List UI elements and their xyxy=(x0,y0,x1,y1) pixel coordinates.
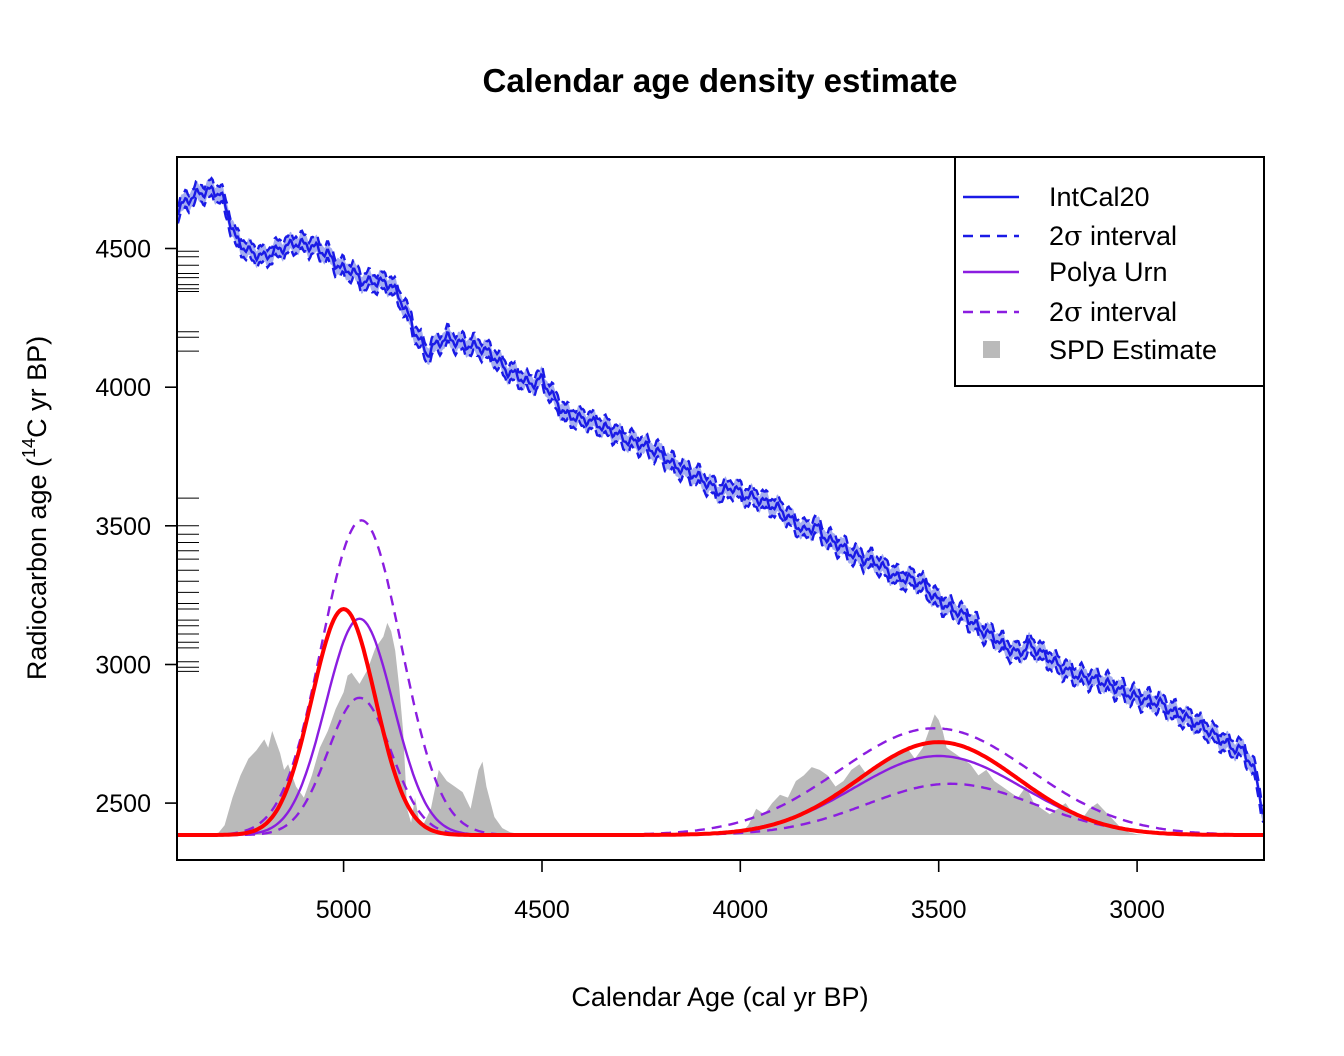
y-tick-label: 4000 xyxy=(95,374,151,402)
legend-entry-polya: Polya Urn xyxy=(1049,257,1168,287)
legend: IntCal20 2σ interval Polya Urn 2σ interv… xyxy=(954,156,1265,387)
plot-content xyxy=(177,176,1264,837)
intcal-band xyxy=(177,178,1264,823)
y-tick-label: 4500 xyxy=(95,236,151,264)
intcal20-line xyxy=(177,184,1264,815)
y-axis-label-main: Radiocarbon age ( xyxy=(22,458,52,680)
y-rug-ticks xyxy=(177,250,199,672)
legend-entry-spd: SPD Estimate xyxy=(1049,335,1217,365)
legend-entry-intcal-interval: 2σ interval xyxy=(1049,221,1177,252)
true-density-line xyxy=(177,606,1264,837)
spd-estimate-area xyxy=(216,622,1145,835)
y-tick-label: 3000 xyxy=(95,652,151,680)
x-tick-label: 3500 xyxy=(911,896,967,924)
legend-entry-intcal: IntCal20 xyxy=(1049,182,1150,212)
x-tick-label: 4500 xyxy=(514,896,570,924)
y-axis-label: Radiocarbon age (14C yr BP) xyxy=(19,336,52,680)
y-tick-label: 3500 xyxy=(95,513,151,541)
intcal-lower-interval-line xyxy=(177,192,1264,823)
y-axis: 2500 3000 3500 4000 4500 xyxy=(95,236,177,818)
chart-title: Calendar age density estimate xyxy=(482,62,957,99)
intcal-upper-interval-line xyxy=(177,176,1264,807)
x-tick-label: 3000 xyxy=(1109,896,1165,924)
legend-swatch-spd xyxy=(983,341,1000,358)
legend-entry-polya-interval: 2σ interval xyxy=(1049,297,1177,328)
y-axis-label-superscript: 14 xyxy=(19,438,39,458)
plot-layers xyxy=(177,176,1264,837)
x-axis: 5000 4500 4000 3500 3000 xyxy=(316,860,1165,924)
polya-upper-interval-line xyxy=(177,519,1264,837)
y-axis-label-rest: C yr BP) xyxy=(22,336,52,438)
x-tick-label: 5000 xyxy=(316,896,372,924)
x-tick-label: 4000 xyxy=(712,896,768,924)
y-tick-label: 2500 xyxy=(95,790,151,818)
plot-frame xyxy=(176,156,1265,861)
x-axis-label: Calendar Age (cal yr BP) xyxy=(571,982,868,1012)
